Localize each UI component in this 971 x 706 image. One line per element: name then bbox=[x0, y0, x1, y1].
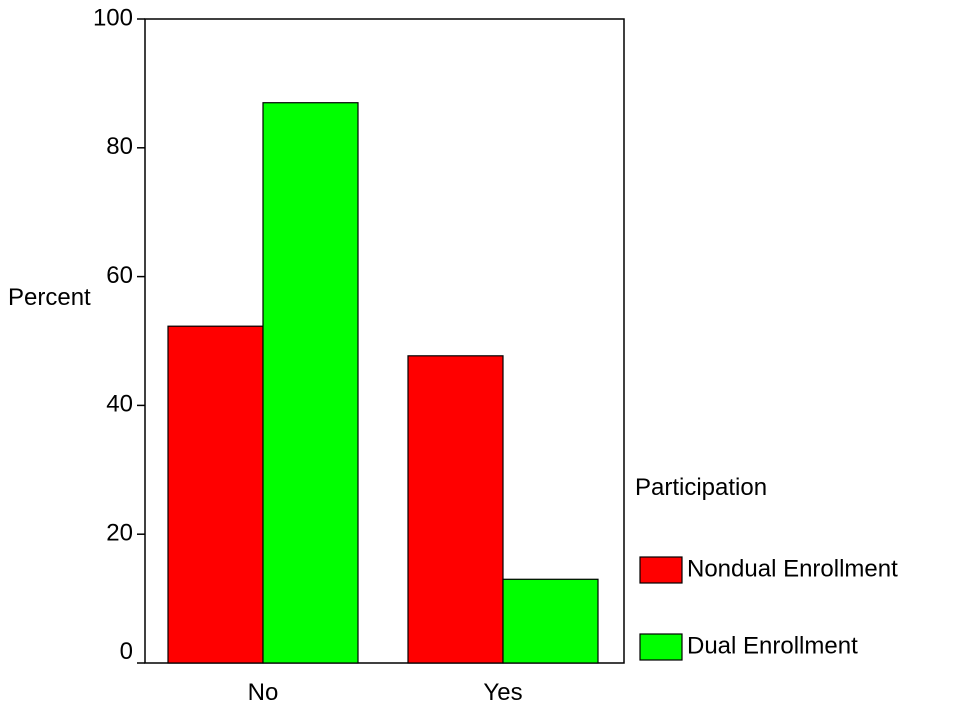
bar-dual-enrollment-yes bbox=[502, 578, 599, 664]
x-axis: No Yes bbox=[248, 679, 523, 706]
y-axis: 0 20 40 60 80 100 bbox=[93, 4, 145, 665]
legend-swatch bbox=[639, 556, 683, 584]
y-tick-label: 100 bbox=[93, 4, 133, 31]
x-tick-label: No bbox=[248, 679, 279, 706]
y-tick-label: 60 bbox=[106, 262, 133, 289]
bar-nondual-enrollment-no bbox=[167, 325, 264, 664]
y-tick-label: 20 bbox=[106, 520, 133, 547]
bar-dual-enrollment-no bbox=[262, 102, 359, 664]
plot-frame bbox=[144, 18, 625, 664]
legend: Participation Nondual Enrollment Dual Enr… bbox=[635, 474, 898, 661]
y-tick-label: 80 bbox=[106, 133, 133, 160]
x-tick-label: Yes bbox=[483, 679, 522, 706]
y-axis-label: Percent bbox=[8, 284, 91, 311]
bar-nondual-enrollment-yes bbox=[407, 355, 504, 664]
y-tick-label: 40 bbox=[106, 391, 133, 418]
legend-swatch bbox=[639, 633, 683, 661]
legend-label: Nondual Enrollment bbox=[687, 555, 898, 582]
legend-title: Participation bbox=[635, 474, 767, 501]
y-tick-label: 0 bbox=[120, 638, 133, 665]
bars bbox=[167, 102, 599, 664]
legend-label: Dual Enrollment bbox=[687, 632, 858, 659]
